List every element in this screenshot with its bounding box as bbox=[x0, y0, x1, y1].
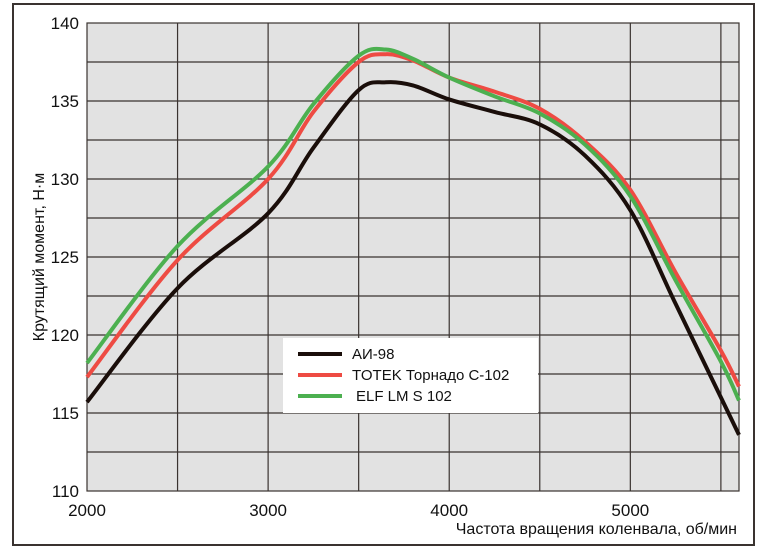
x-tick-label: 5000 bbox=[611, 501, 649, 520]
legend-label: ELF LM S 102 bbox=[356, 388, 452, 405]
y-tick-label: 115 bbox=[52, 404, 79, 423]
tick-labels: 2000 3000 4000 5000 110 115 120 125 130 135 140 bbox=[51, 14, 650, 520]
series-line-0 bbox=[85, 80, 741, 436]
y-tick-label: 110 bbox=[52, 482, 79, 501]
chart-frame bbox=[12, 3, 755, 546]
series-lines bbox=[85, 46, 741, 436]
y-axis-label: Крутящий момент, Н·м bbox=[31, 173, 48, 341]
x-tick-label: 4000 bbox=[430, 501, 468, 520]
y-tick-label: 130 bbox=[51, 170, 79, 189]
legend-label: АИ-98 bbox=[352, 346, 394, 363]
y-tick-label: 140 bbox=[51, 14, 79, 33]
x-tick-label: 2000 bbox=[68, 501, 106, 520]
series-line-2 bbox=[85, 46, 741, 402]
x-tick-label: 3000 bbox=[249, 501, 287, 520]
plot-border bbox=[86, 22, 740, 492]
legend: АИ-98 TOTEK Торнадо С-102 ELF LM S 102 bbox=[283, 338, 538, 413]
y-tick-label: 120 bbox=[51, 326, 79, 345]
y-tick-label: 135 bbox=[51, 92, 79, 111]
y-tick-label: 125 bbox=[51, 248, 79, 267]
x-axis-label: Частота вращения коленвала, об/мин bbox=[456, 521, 737, 538]
legend-label: TOTEK Торнадо С-102 bbox=[352, 367, 509, 384]
